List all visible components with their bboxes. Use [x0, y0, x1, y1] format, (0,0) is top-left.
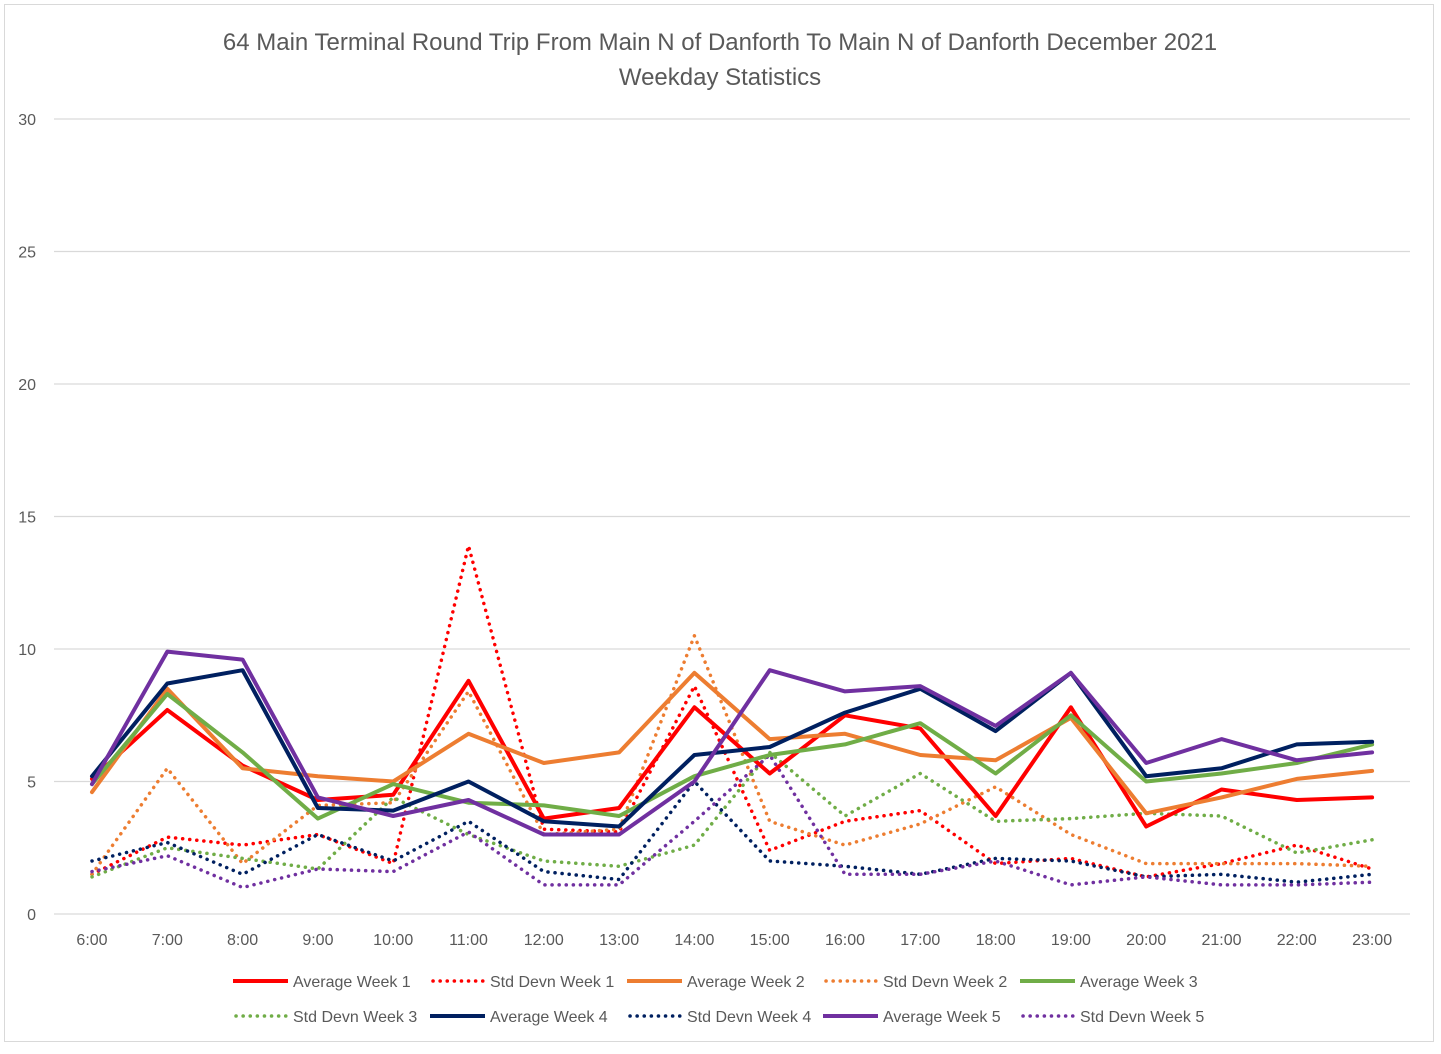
x-tick-label: 20:00 — [1126, 932, 1166, 949]
legend-label: Std Devn Week 5 — [1080, 1009, 1204, 1026]
x-tick-label: 16:00 — [825, 932, 865, 949]
x-tick-label: 9:00 — [302, 932, 333, 949]
legend-label: Average Week 3 — [1080, 974, 1198, 991]
series-line-average-week-5 — [90, 649, 1375, 837]
series-line-std-devn-week-3 — [90, 750, 1374, 879]
series-line-std-devn-week-4 — [90, 779, 1374, 884]
x-tick-label: 19:00 — [1051, 932, 1091, 949]
legend-label: Std Devn Week 2 — [883, 974, 1007, 991]
y-tick-label: 10 — [18, 642, 36, 659]
series-line-std-devn-week-2 — [90, 634, 1374, 877]
series-line-average-week-3 — [90, 692, 1375, 821]
series-line-average-week-1 — [90, 678, 1375, 829]
chart-area — [4, 4, 1434, 1042]
y-tick-label: 15 — [18, 510, 36, 527]
x-tick-label: 14:00 — [674, 932, 714, 949]
y-axis-ticks: 0 5 10 15 20 25 30 — [18, 112, 36, 924]
x-tick-label: 15:00 — [750, 932, 790, 949]
y-tick-label: 5 — [27, 775, 36, 792]
x-tick-label: 18:00 — [976, 932, 1016, 949]
legend-label: Average Week 1 — [293, 974, 411, 991]
x-tick-label: 12:00 — [524, 932, 564, 949]
legend-label: Average Week 2 — [687, 974, 805, 991]
x-axis-ticks: 6:00 7:00 8:00 9:00 10:00 11:00 12:00 13:00 14:0… — [76, 932, 1392, 949]
y-tick-label: 30 — [18, 112, 36, 129]
x-tick-label: 10:00 — [373, 932, 413, 949]
legend-label: Std Devn Week 3 — [293, 1009, 417, 1026]
series-line-std-devn-week-1 — [90, 543, 1374, 879]
legend: Average Week 1 Std Devn Week 1 Average Wee… — [233, 974, 1204, 1026]
x-tick-label: 13:00 — [599, 932, 639, 949]
y-tick-label: 20 — [18, 377, 36, 394]
x-tick-label: 8:00 — [227, 932, 258, 949]
x-tick-label: 6:00 — [76, 932, 107, 949]
x-tick-label: 7:00 — [152, 932, 183, 949]
series-line-average-week-4 — [90, 668, 1375, 829]
chart-title: 64 Main Terminal Round Trip From Main N … — [223, 29, 1217, 56]
x-tick-label: 17:00 — [900, 932, 940, 949]
legend-label: Std Devn Week 1 — [490, 974, 614, 991]
legend-label: Average Week 4 — [490, 1009, 608, 1026]
y-tick-label: 25 — [18, 245, 36, 262]
x-tick-label: 11:00 — [449, 932, 488, 949]
chart-subtitle: Weekday Statistics — [619, 64, 821, 91]
series-lines — [90, 543, 1375, 890]
x-tick-label: 22:00 — [1277, 932, 1317, 949]
legend-label: Std Devn Week 4 — [687, 1009, 811, 1026]
y-tick-label: 0 — [27, 907, 36, 924]
x-tick-label: 23:00 — [1352, 932, 1392, 949]
x-tick-label: 21:00 — [1201, 932, 1241, 949]
legend-label: Average Week 5 — [883, 1009, 1001, 1026]
